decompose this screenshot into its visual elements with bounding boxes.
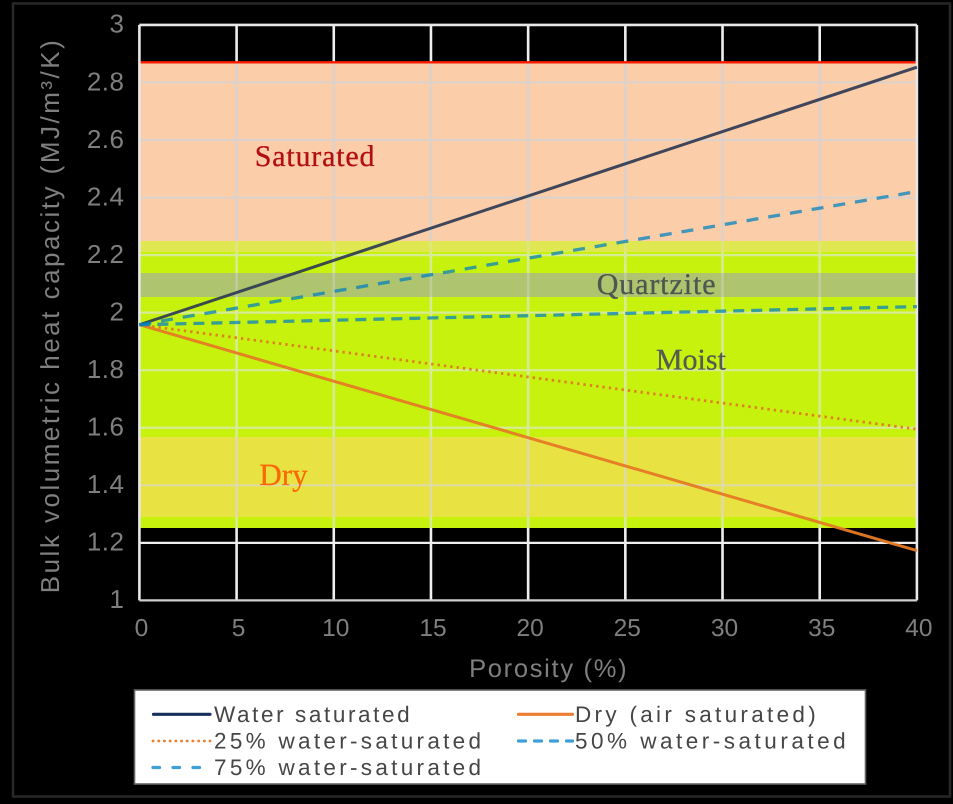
svg-text:35: 35 bbox=[808, 615, 835, 642]
svg-text:1.6: 1.6 bbox=[87, 412, 125, 442]
svg-text:3: 3 bbox=[110, 9, 125, 39]
svg-text:1: 1 bbox=[110, 584, 125, 614]
svg-text:Porosity (%): Porosity (%) bbox=[469, 655, 628, 683]
svg-text:2.8: 2.8 bbox=[87, 66, 125, 96]
svg-text:25: 25 bbox=[614, 615, 641, 642]
svg-text:Dry: Dry bbox=[259, 457, 308, 492]
svg-text:15: 15 bbox=[419, 615, 446, 642]
svg-text:20: 20 bbox=[516, 615, 543, 642]
svg-text:Quartzite: Quartzite bbox=[597, 268, 717, 301]
svg-text:Water saturated: Water saturated bbox=[214, 702, 412, 727]
svg-text:25% water-saturated: 25% water-saturated bbox=[214, 729, 484, 754]
svg-text:75% water-saturated: 75% water-saturated bbox=[214, 755, 484, 780]
svg-text:1.8: 1.8 bbox=[87, 354, 125, 384]
svg-text:Bulk volumetric heat capacity: Bulk volumetric heat capacity (MJ/m³/K) bbox=[35, 38, 65, 594]
svg-text:5: 5 bbox=[232, 615, 246, 642]
svg-text:Moist: Moist bbox=[656, 344, 727, 377]
svg-text:30: 30 bbox=[711, 615, 738, 642]
svg-text:40: 40 bbox=[905, 615, 932, 642]
svg-text:10: 10 bbox=[322, 615, 349, 642]
svg-text:1.4: 1.4 bbox=[87, 469, 125, 499]
svg-text:Dry (air saturated): Dry (air saturated) bbox=[575, 702, 819, 727]
svg-text:50% water-saturated: 50% water-saturated bbox=[575, 729, 849, 754]
svg-text:2: 2 bbox=[110, 296, 125, 326]
svg-text:2.2: 2.2 bbox=[87, 239, 125, 269]
svg-text:2.6: 2.6 bbox=[87, 124, 125, 154]
svg-text:1.2: 1.2 bbox=[87, 527, 125, 557]
svg-text:Saturated: Saturated bbox=[255, 140, 376, 173]
svg-text:0: 0 bbox=[135, 615, 149, 642]
svg-text:2.4: 2.4 bbox=[87, 181, 125, 211]
